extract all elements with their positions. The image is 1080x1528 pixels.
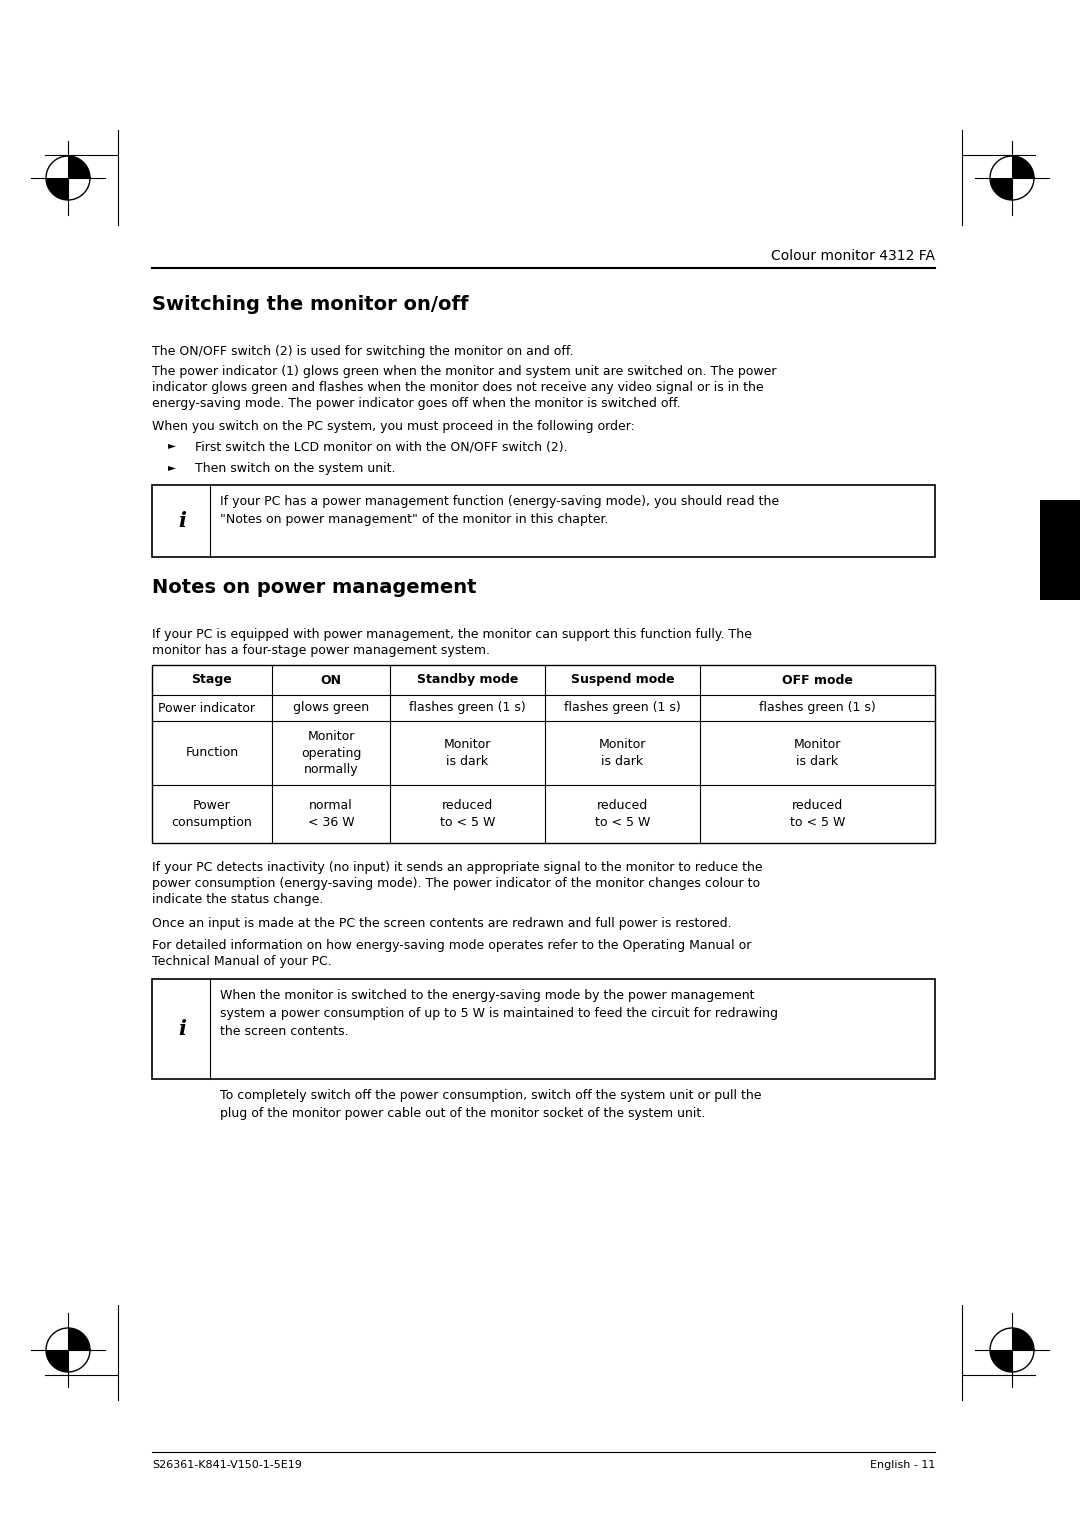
- Polygon shape: [68, 1328, 90, 1351]
- Text: glows green: glows green: [293, 701, 369, 715]
- Text: power consumption (energy-saving mode). The power indicator of the monitor chang: power consumption (energy-saving mode). …: [152, 877, 760, 889]
- Text: Then switch on the system unit.: Then switch on the system unit.: [195, 461, 395, 475]
- Text: indicator glows green and flashes when the monitor does not receive any video si: indicator glows green and flashes when t…: [152, 380, 764, 394]
- Text: If your PC has a power management function (energy-saving mode), you should read: If your PC has a power management functi…: [220, 495, 779, 526]
- Text: First switch the LCD monitor on with the ON/OFF switch (2).: First switch the LCD monitor on with the…: [195, 440, 568, 452]
- Text: i: i: [178, 1019, 186, 1039]
- Bar: [1040, 500, 1080, 601]
- Text: Monitor
is dark: Monitor is dark: [794, 738, 841, 769]
- Polygon shape: [46, 1351, 68, 1372]
- Bar: [152, 979, 935, 1079]
- Text: Technical Manual of your PC.: Technical Manual of your PC.: [152, 955, 332, 969]
- Text: S26361-K841-V150-1-5E19: S26361-K841-V150-1-5E19: [152, 1459, 302, 1470]
- Text: Monitor
operating
normally: Monitor operating normally: [301, 729, 361, 776]
- Polygon shape: [46, 177, 68, 200]
- Text: Monitor
is dark: Monitor is dark: [598, 738, 646, 769]
- Text: The power indicator (1) glows green when the monitor and system unit are switche: The power indicator (1) glows green when…: [152, 365, 777, 377]
- Text: ON: ON: [321, 674, 341, 686]
- Text: Notes on power management: Notes on power management: [152, 578, 476, 597]
- Text: Monitor
is dark: Monitor is dark: [444, 738, 491, 769]
- Text: indicate the status change.: indicate the status change.: [152, 892, 323, 906]
- Text: When you switch on the PC system, you must proceed in the following order:: When you switch on the PC system, you mu…: [152, 420, 635, 432]
- Text: monitor has a four-stage power management system.: monitor has a four-stage power managemen…: [152, 643, 490, 657]
- Text: Once an input is made at the PC the screen contents are redrawn and full power i: Once an input is made at the PC the scre…: [152, 917, 731, 931]
- Text: Stage: Stage: [191, 674, 232, 686]
- Text: flashes green (1 s): flashes green (1 s): [409, 701, 526, 715]
- Text: normal
< 36 W: normal < 36 W: [308, 799, 354, 830]
- Text: energy-saving mode. The power indicator goes off when the monitor is switched of: energy-saving mode. The power indicator …: [152, 397, 680, 410]
- Polygon shape: [1012, 1328, 1034, 1351]
- Text: ►: ►: [168, 440, 176, 451]
- Polygon shape: [68, 156, 90, 177]
- Text: OFF mode: OFF mode: [782, 674, 853, 686]
- Text: flashes green (1 s): flashes green (1 s): [564, 701, 680, 715]
- Bar: [152, 484, 935, 558]
- Text: English - 11: English - 11: [869, 1459, 935, 1470]
- Text: Function: Function: [186, 747, 239, 759]
- Text: When the monitor is switched to the energy-saving mode by the power management
s: When the monitor is switched to the ener…: [220, 989, 778, 1038]
- Text: Power
consumption: Power consumption: [172, 799, 253, 830]
- Polygon shape: [1012, 156, 1034, 177]
- Text: If your PC is equipped with power management, the monitor can support this funct: If your PC is equipped with power manage…: [152, 628, 752, 642]
- Text: To completely switch off the power consumption, switch off the system unit or pu: To completely switch off the power consu…: [220, 1089, 761, 1120]
- Text: reduced
to < 5 W: reduced to < 5 W: [789, 799, 846, 830]
- Text: ►: ►: [168, 461, 176, 472]
- Text: reduced
to < 5 W: reduced to < 5 W: [595, 799, 650, 830]
- Text: If your PC detects inactivity (no input) it sends an appropriate signal to the m: If your PC detects inactivity (no input)…: [152, 860, 762, 874]
- Text: The ON/OFF switch (2) is used for switching the monitor on and off.: The ON/OFF switch (2) is used for switch…: [152, 345, 573, 358]
- Text: flashes green (1 s): flashes green (1 s): [759, 701, 876, 715]
- Bar: [152, 665, 935, 843]
- Text: Standby mode: Standby mode: [417, 674, 518, 686]
- Polygon shape: [990, 1351, 1012, 1372]
- Polygon shape: [990, 177, 1012, 200]
- Text: Colour monitor 4312 FA: Colour monitor 4312 FA: [771, 249, 935, 263]
- Text: For detailed information on how energy-saving mode operates refer to the Operati: For detailed information on how energy-s…: [152, 940, 752, 952]
- Text: Power indicator: Power indicator: [158, 701, 255, 715]
- Text: Switching the monitor on/off: Switching the monitor on/off: [152, 295, 469, 313]
- Text: i: i: [178, 510, 186, 532]
- Text: Suspend mode: Suspend mode: [570, 674, 674, 686]
- Text: reduced
to < 5 W: reduced to < 5 W: [440, 799, 496, 830]
